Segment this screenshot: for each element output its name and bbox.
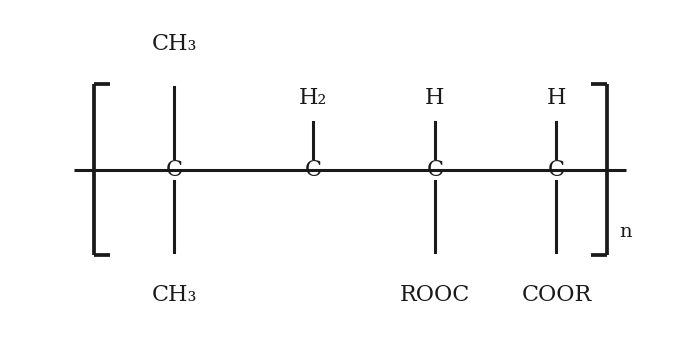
Text: CH₃: CH₃ bbox=[152, 33, 197, 55]
Text: C: C bbox=[427, 159, 443, 180]
Text: COOR: COOR bbox=[521, 284, 592, 306]
Text: n: n bbox=[619, 223, 631, 241]
Text: ROOC: ROOC bbox=[400, 284, 470, 306]
Text: C: C bbox=[166, 159, 183, 180]
Text: H: H bbox=[425, 87, 445, 109]
Text: H: H bbox=[546, 87, 566, 109]
Text: C: C bbox=[548, 159, 565, 180]
Text: H₂: H₂ bbox=[299, 87, 327, 109]
Text: CH₃: CH₃ bbox=[152, 284, 197, 306]
Text: C: C bbox=[305, 159, 322, 180]
